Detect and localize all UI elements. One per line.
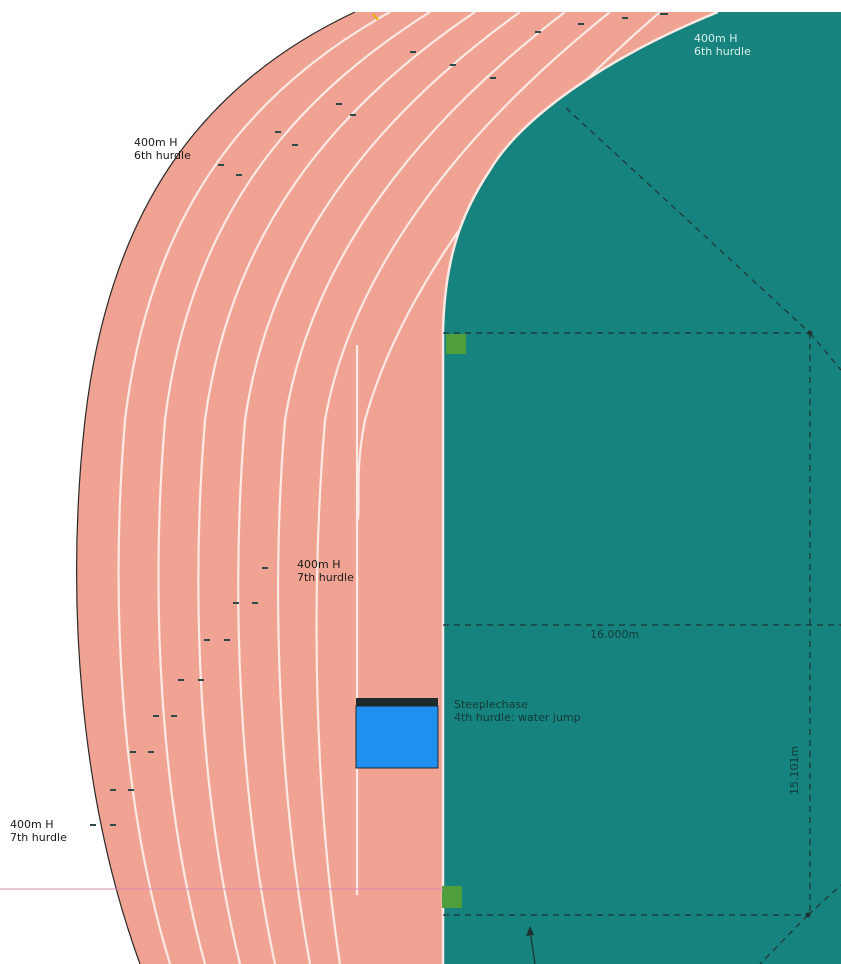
inner-kerb bbox=[441, 12, 719, 964]
label-400mh-6th-hurdle-top: 400m H 6th hurdle bbox=[694, 32, 751, 58]
label-line: 400m H bbox=[694, 32, 738, 45]
dimension-height-label: 15.101m bbox=[788, 745, 801, 795]
label-400mh-7th-hurdle-low: 400m H 7th hurdle bbox=[10, 818, 67, 844]
hurdle-marks bbox=[90, 13, 668, 826]
label-line: 4th hurdle: water jump bbox=[454, 711, 581, 724]
infield bbox=[443, 12, 841, 964]
label-400mh-7th-hurdle-mid: 400m H 7th hurdle bbox=[297, 558, 354, 584]
track-outer-edge bbox=[76, 12, 356, 964]
label-steeplechase: Steeplechase 4th hurdle: water jump bbox=[454, 698, 581, 724]
label-line: 7th hurdle bbox=[297, 571, 354, 584]
dimension-node bbox=[807, 330, 813, 336]
label-line: 400m H bbox=[297, 558, 341, 571]
dimension-node bbox=[805, 912, 811, 918]
label-line: 6th hurdle bbox=[694, 45, 751, 58]
label-line: Steeplechase bbox=[454, 698, 528, 711]
dimension-lines bbox=[443, 107, 841, 964]
label-line: 400m H bbox=[10, 818, 54, 831]
water-jump-pool bbox=[355, 705, 439, 769]
label-line: 7th hurdle bbox=[10, 831, 67, 844]
label-line: 400m H bbox=[134, 136, 178, 149]
arrow-head bbox=[526, 926, 534, 936]
label-400mh-6th-hurdle-left: 400m H 6th hurdle bbox=[134, 136, 191, 162]
label-line: 6th hurdle bbox=[134, 149, 191, 162]
dimension-width-label: 16.000m bbox=[590, 628, 640, 641]
corner-marker-bottom bbox=[442, 886, 462, 908]
corner-marker-top bbox=[446, 334, 466, 354]
arrow bbox=[529, 929, 536, 964]
water-jump-barrier bbox=[356, 698, 438, 706]
